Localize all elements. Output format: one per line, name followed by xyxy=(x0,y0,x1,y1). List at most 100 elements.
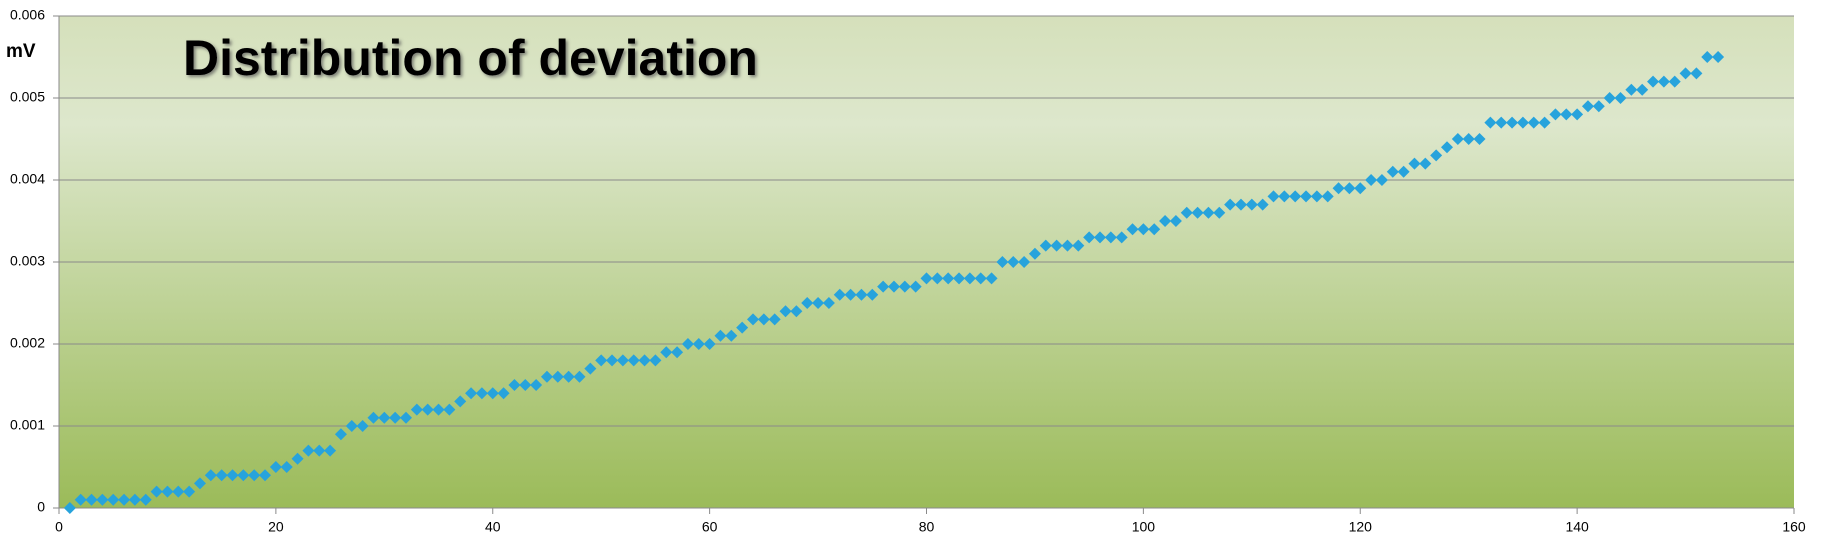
x-tick-label: 60 xyxy=(702,519,718,535)
data-point xyxy=(530,379,543,391)
x-tick-label: 100 xyxy=(1132,519,1156,535)
data-point xyxy=(1636,83,1649,96)
data-point xyxy=(703,338,716,350)
data-point xyxy=(150,485,163,498)
data-point xyxy=(1365,174,1378,186)
data-point xyxy=(443,403,456,416)
data-point xyxy=(1375,174,1388,186)
data-point xyxy=(475,387,488,400)
data-point xyxy=(85,493,98,506)
data-point xyxy=(1668,75,1681,88)
data-point xyxy=(389,411,402,424)
data-point xyxy=(1441,141,1453,154)
data-point xyxy=(1094,231,1106,244)
data-point xyxy=(1148,223,1161,236)
data-point xyxy=(313,444,326,457)
data-point xyxy=(562,370,575,383)
data-point xyxy=(1451,133,1464,145)
data-point xyxy=(1690,67,1703,80)
data-point xyxy=(1115,231,1128,244)
data-point xyxy=(551,370,564,383)
data-point xyxy=(833,288,846,301)
data-point xyxy=(486,387,499,400)
data-point xyxy=(334,428,347,441)
data-point xyxy=(1560,108,1573,121)
data-point xyxy=(649,354,662,367)
data-point xyxy=(627,354,640,367)
data-point xyxy=(725,329,738,342)
data-point xyxy=(378,411,391,424)
data-point xyxy=(1159,215,1172,227)
data-point xyxy=(1321,190,1334,203)
data-point xyxy=(139,493,152,506)
data-point xyxy=(822,297,835,309)
data-point xyxy=(942,272,955,285)
y-tick-label: 0.001 xyxy=(10,417,45,433)
data-point xyxy=(584,362,597,375)
data-point xyxy=(953,272,966,285)
data-point xyxy=(877,280,890,293)
data-point xyxy=(1679,67,1692,80)
data-point xyxy=(681,338,694,350)
data-point xyxy=(595,354,608,367)
data-point xyxy=(898,280,911,293)
data-point xyxy=(204,469,217,482)
data-point xyxy=(931,272,944,285)
data-point xyxy=(1408,157,1421,170)
data-point xyxy=(1137,223,1150,236)
data-point xyxy=(1169,215,1182,227)
data-point xyxy=(1343,182,1356,195)
data-point xyxy=(1484,116,1497,129)
data-point xyxy=(1462,133,1475,145)
data-point xyxy=(1603,92,1616,104)
x-tick-label: 120 xyxy=(1349,519,1373,535)
data-point xyxy=(996,256,1009,268)
data-point xyxy=(356,420,369,432)
data-point xyxy=(1213,206,1226,219)
data-point xyxy=(118,493,131,506)
data-point xyxy=(269,461,282,473)
data-point xyxy=(248,469,261,482)
data-point xyxy=(1310,190,1323,203)
data-point xyxy=(1516,116,1529,129)
data-point xyxy=(465,387,478,400)
x-tick-label: 0 xyxy=(55,519,63,535)
data-point xyxy=(1224,198,1237,211)
data-point xyxy=(1571,108,1584,121)
data-point xyxy=(324,444,337,457)
data-point xyxy=(606,354,619,367)
data-point xyxy=(866,288,879,301)
data-point xyxy=(1647,75,1660,88)
data-point xyxy=(183,485,196,498)
data-point xyxy=(801,297,814,309)
data-point xyxy=(519,379,532,391)
data-point xyxy=(963,272,976,285)
x-tick-label: 140 xyxy=(1565,519,1589,535)
data-point xyxy=(96,493,109,506)
x-tick-label: 160 xyxy=(1782,519,1806,535)
data-point xyxy=(1072,239,1085,252)
data-point xyxy=(193,477,206,490)
data-point xyxy=(920,272,933,285)
y-tick-label: 0.002 xyxy=(10,335,45,351)
y-axis-label: mV xyxy=(6,41,36,62)
data-point xyxy=(974,272,987,285)
data-point xyxy=(736,321,749,334)
data-point xyxy=(660,346,673,359)
data-point xyxy=(280,461,293,473)
y-tick-label: 0.004 xyxy=(10,171,45,187)
y-tick-label: 0.005 xyxy=(10,89,45,105)
data-point xyxy=(714,329,727,342)
data-point xyxy=(1289,190,1302,203)
data-point xyxy=(779,305,792,318)
data-point xyxy=(1538,116,1551,129)
data-point xyxy=(1104,231,1117,244)
data-point xyxy=(671,346,684,359)
data-point xyxy=(1245,198,1258,211)
data-point xyxy=(1050,239,1063,252)
data-point xyxy=(237,469,250,482)
data-point xyxy=(1506,116,1519,129)
data-point xyxy=(1581,100,1594,113)
data-point xyxy=(1354,182,1367,195)
